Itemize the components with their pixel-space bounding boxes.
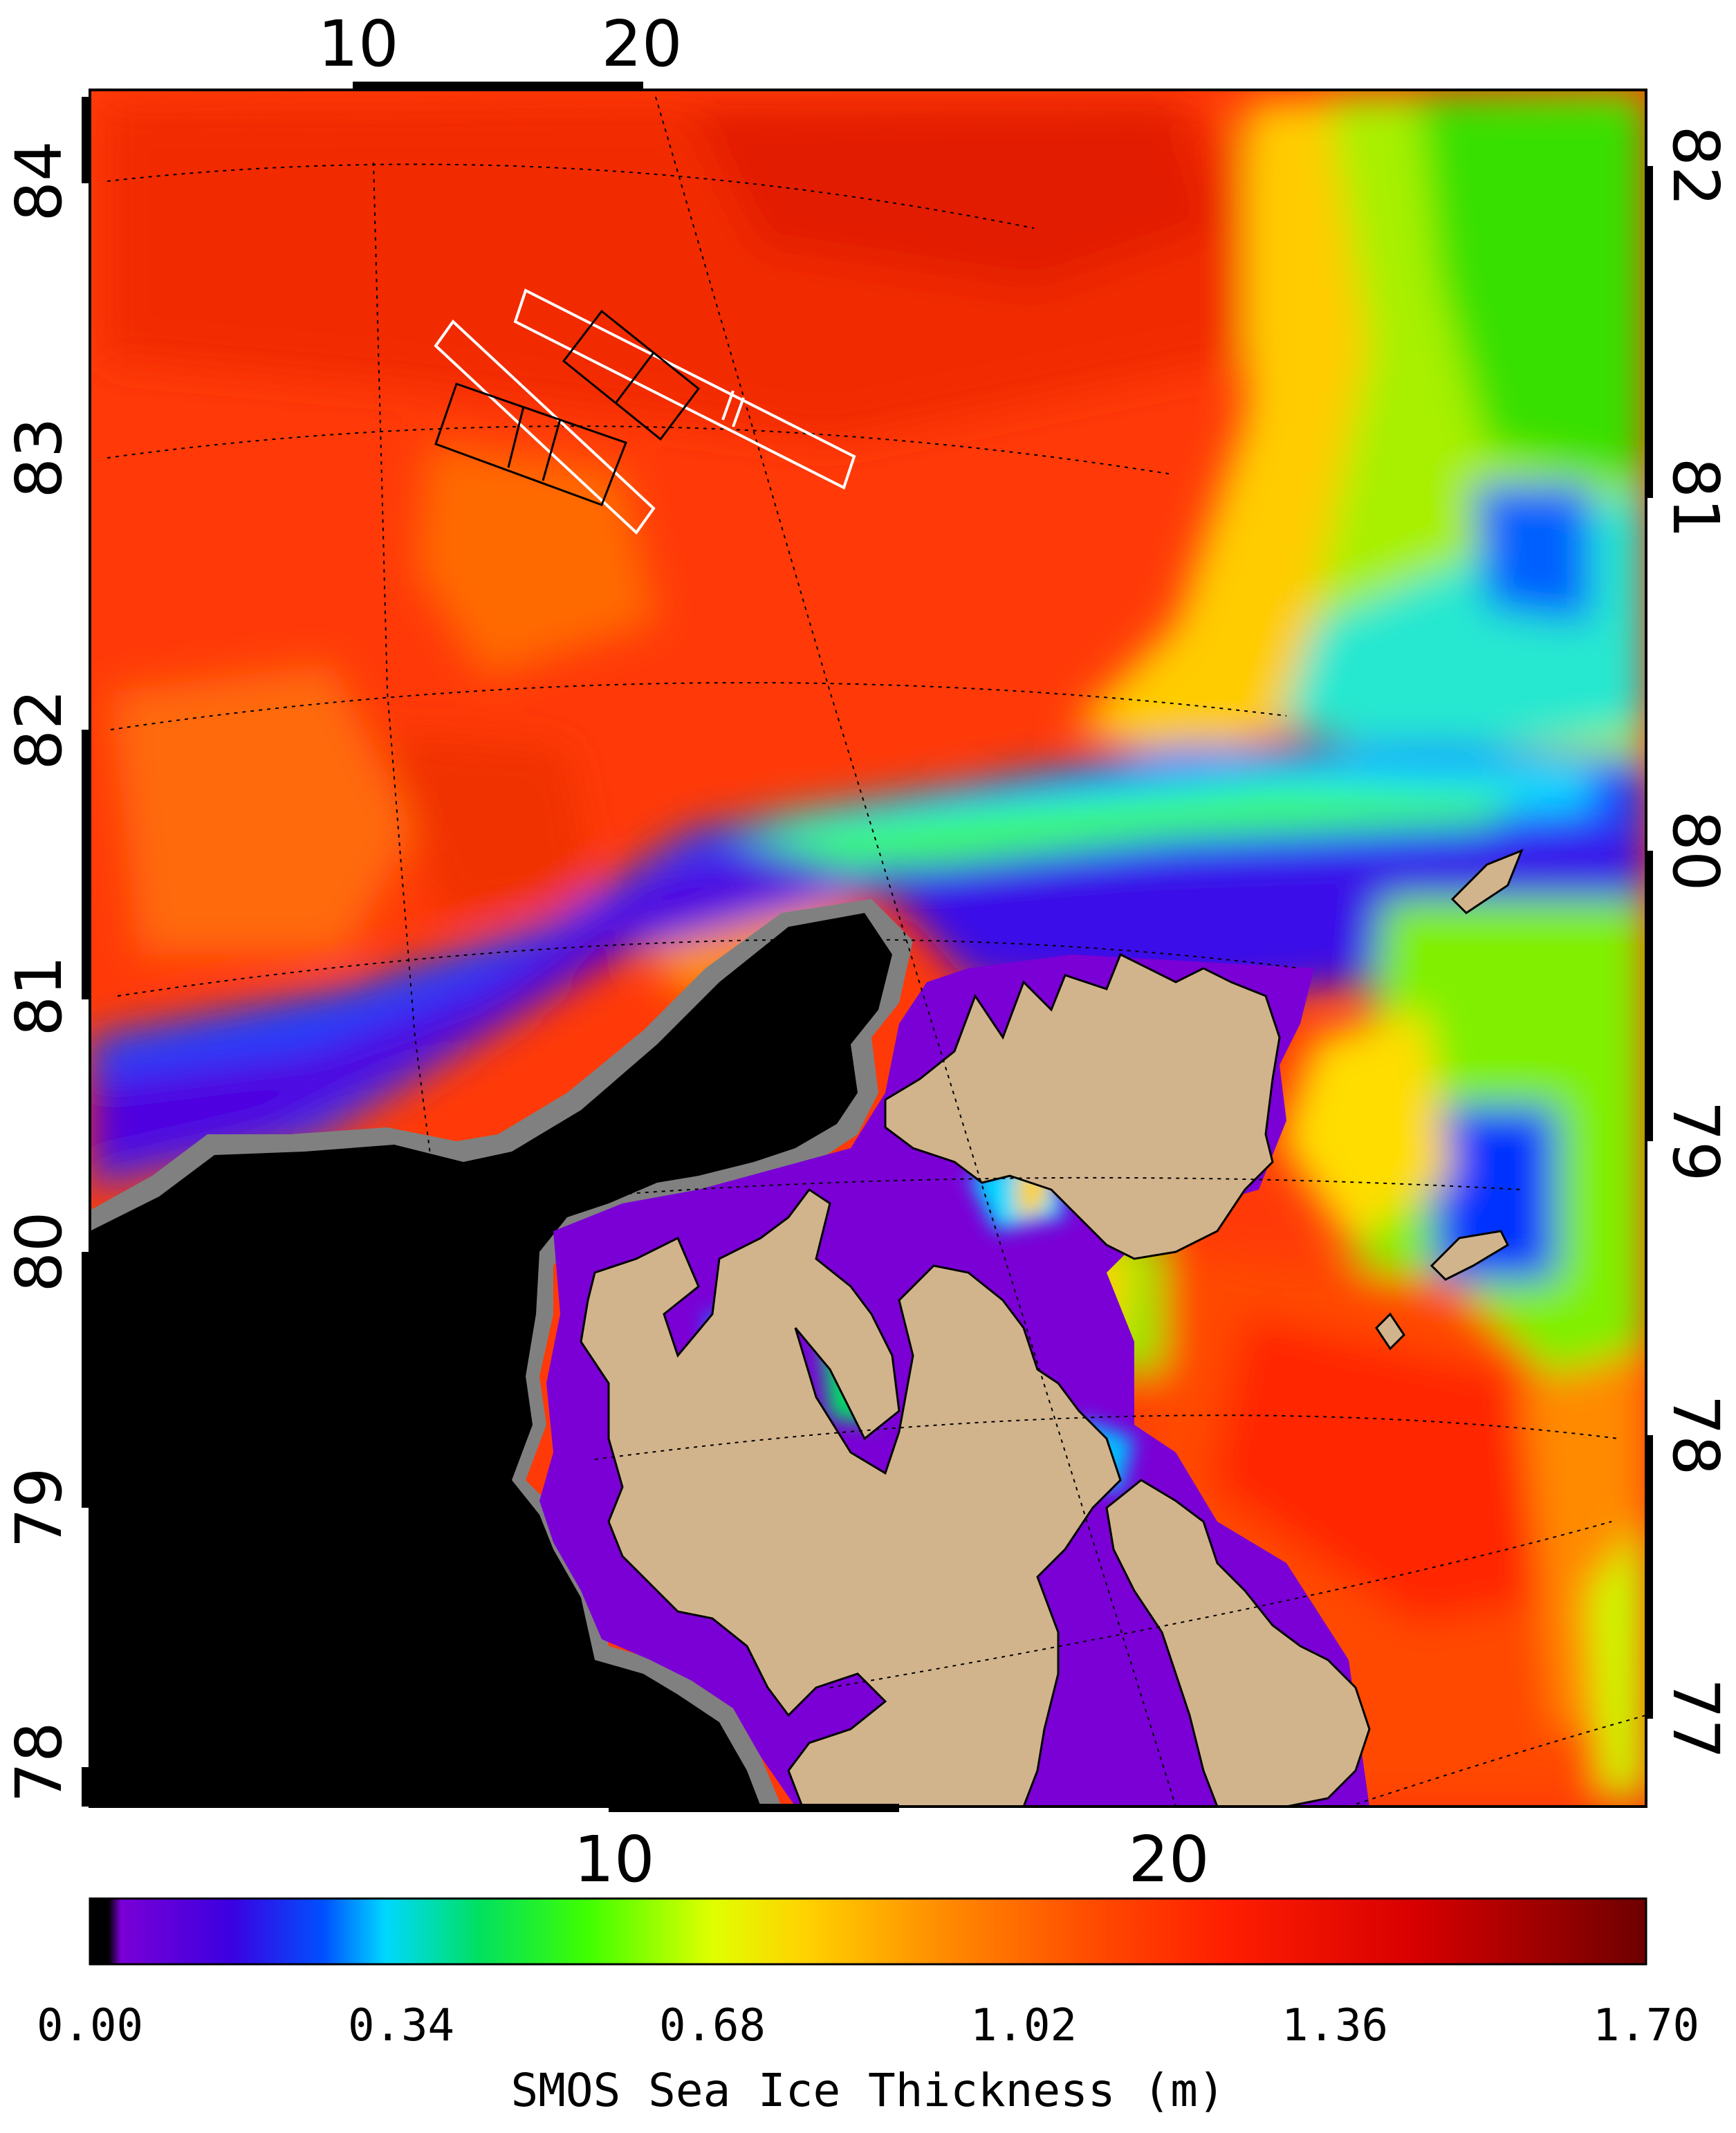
land-spitsbergen xyxy=(580,1188,1122,1807)
colorbar-label: SMOS Sea Ice Thickness (m) xyxy=(510,2064,1225,2117)
colorbar-tick-label: 1.02 xyxy=(970,2000,1077,2051)
map-panel xyxy=(90,90,1646,1807)
graticule-lat-84 xyxy=(107,163,1035,229)
bottom-lon-labels: 10 20 xyxy=(573,1822,1209,1896)
graticule-lat-79 xyxy=(594,1414,1619,1460)
land-small-island xyxy=(1375,1312,1405,1351)
graticule-lat-77 xyxy=(1348,1715,1646,1807)
colorbar-tick-label: 1.36 xyxy=(1282,2000,1388,2051)
bottom-lon-label: 10 xyxy=(573,1822,654,1896)
graticule-lat-83 xyxy=(107,425,1170,474)
colorbar-tick-labels: 0.00 0.34 0.68 1.02 1.36 1.70 xyxy=(37,2000,1699,2051)
graticule-lon-20 xyxy=(655,96,1176,1807)
right-lat-label: 78 xyxy=(1659,1394,1733,1475)
left-lat-label: 82 xyxy=(2,689,76,770)
land-kvitoya xyxy=(1450,849,1524,914)
graticule-lat-82 xyxy=(110,682,1287,730)
flight-boxes-white xyxy=(434,288,856,535)
right-lat-label: 80 xyxy=(1659,810,1733,891)
graticule-lat-81 xyxy=(117,939,1301,997)
colorbar-tick-label: 0.68 xyxy=(659,2000,766,2051)
top-lon-labels: 10 20 xyxy=(317,7,682,81)
colorbar-tick-label: 0.00 xyxy=(37,2000,143,2051)
top-lon-label: 10 xyxy=(317,7,398,81)
left-lat-labels: 84 83 82 81 80 79 78 xyxy=(2,140,76,1802)
open-ocean-no-data xyxy=(90,913,892,1807)
left-lat-label: 80 xyxy=(2,1211,76,1292)
right-lat-label: 81 xyxy=(1659,457,1733,538)
bottom-lon-label: 20 xyxy=(1128,1822,1209,1896)
left-lat-label: 78 xyxy=(2,1721,76,1802)
right-lat-label: 82 xyxy=(1659,125,1733,206)
flight-boxes-black xyxy=(434,309,701,506)
land-edgeoya xyxy=(1105,1479,1371,1807)
land-kong-karls-land xyxy=(1430,1230,1509,1281)
left-lat-label: 84 xyxy=(2,140,76,221)
land-nordaustlandet xyxy=(884,952,1281,1260)
top-lon-label: 20 xyxy=(601,7,682,81)
colorbar-tick-label: 0.34 xyxy=(348,2000,454,2051)
left-lat-label: 81 xyxy=(2,955,76,1036)
colorbar-ramp xyxy=(89,1897,1647,1966)
graticule-lon-10 xyxy=(373,162,516,1807)
colorbar-tick-label: 1.70 xyxy=(1593,2000,1699,2051)
right-lat-label: 77 xyxy=(1659,1678,1733,1759)
frame-ticks xyxy=(82,82,1653,1812)
left-lat-label: 83 xyxy=(2,417,76,498)
right-lat-label: 79 xyxy=(1659,1100,1733,1181)
colorbar: 0.00 0.34 0.68 1.02 1.36 1.70 SMOS Sea I… xyxy=(37,1897,1699,2117)
graticule-lat-80 xyxy=(117,1176,1522,1253)
left-lat-label: 79 xyxy=(2,1467,76,1548)
graticule xyxy=(107,96,1646,1807)
right-lat-labels: 82 81 80 79 78 77 xyxy=(1659,125,1733,1759)
